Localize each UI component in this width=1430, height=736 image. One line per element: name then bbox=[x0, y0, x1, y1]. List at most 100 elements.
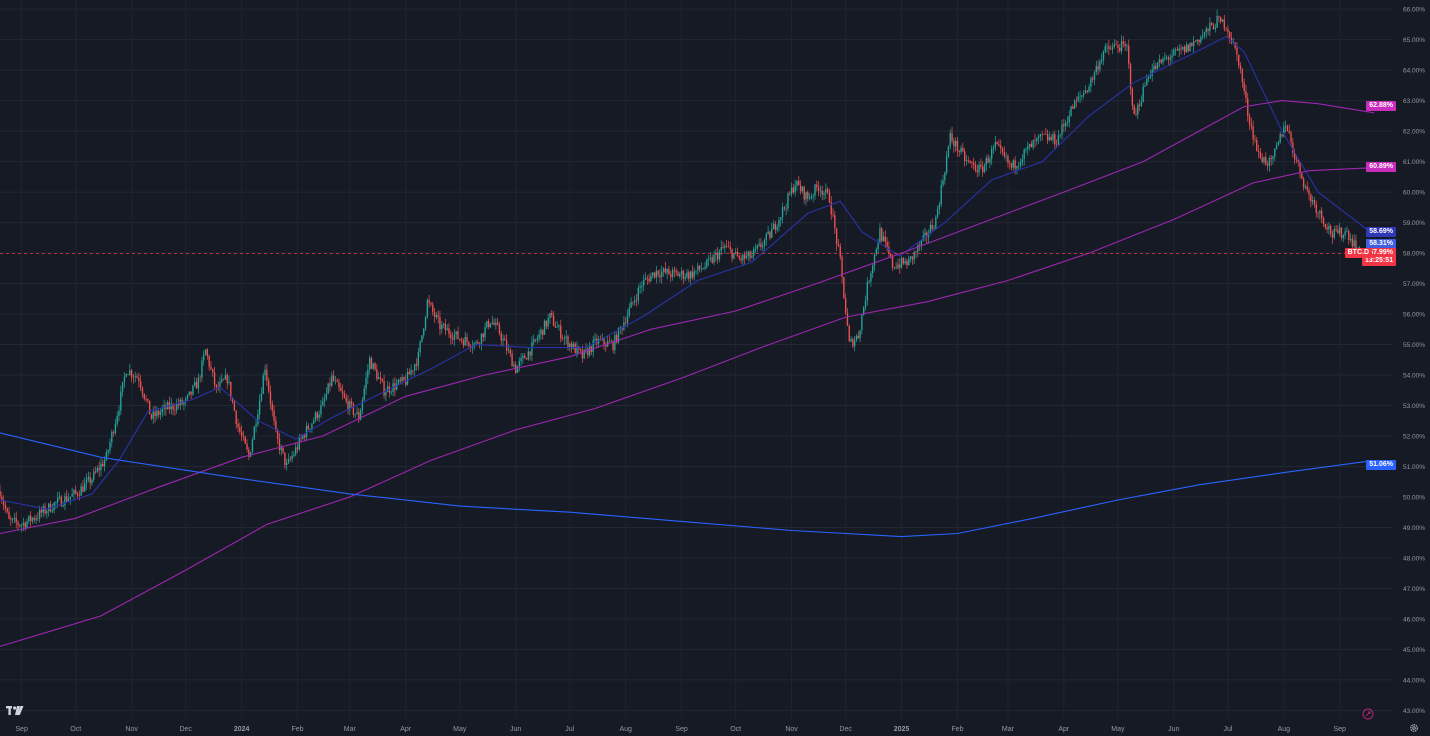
candle bbox=[518, 357, 520, 372]
tradingview-logo-icon[interactable] bbox=[6, 705, 26, 717]
candle bbox=[1129, 62, 1132, 95]
candle bbox=[762, 241, 764, 252]
candle bbox=[350, 397, 353, 409]
candle bbox=[13, 513, 16, 523]
candle bbox=[872, 262, 874, 278]
candle bbox=[143, 393, 145, 401]
candle bbox=[906, 258, 908, 269]
candle bbox=[412, 369, 414, 375]
candle bbox=[817, 181, 820, 197]
candle bbox=[1292, 138, 1294, 158]
candle bbox=[1167, 55, 1170, 66]
candle bbox=[280, 444, 282, 456]
candle bbox=[583, 349, 585, 360]
candle bbox=[363, 385, 365, 403]
moving-average-lines bbox=[0, 35, 1375, 647]
candle bbox=[446, 324, 448, 331]
candle bbox=[1277, 140, 1280, 146]
candle bbox=[1140, 95, 1143, 107]
candle bbox=[233, 400, 236, 412]
candle bbox=[1313, 197, 1316, 208]
gear-icon[interactable] bbox=[1409, 723, 1419, 733]
candle bbox=[776, 224, 778, 233]
candle bbox=[1046, 129, 1049, 145]
candle bbox=[881, 227, 883, 243]
candle bbox=[432, 301, 434, 316]
candle bbox=[960, 145, 962, 155]
candle bbox=[493, 318, 495, 326]
candle bbox=[1320, 207, 1323, 223]
candle bbox=[1225, 27, 1227, 32]
candle bbox=[796, 180, 798, 191]
candle bbox=[688, 269, 690, 283]
candle bbox=[176, 398, 178, 414]
candle bbox=[1243, 78, 1245, 95]
candle bbox=[1302, 176, 1305, 191]
candle bbox=[684, 273, 686, 282]
candle bbox=[1115, 40, 1117, 46]
x-tick-label: Oct bbox=[70, 726, 81, 733]
candle bbox=[103, 456, 106, 472]
time-axis[interactable]: Sep Oct Nov Dec 2024 Feb Mar Apr May Jun Jul Aug Sep… bbox=[15, 726, 1346, 733]
candle bbox=[825, 183, 827, 199]
candle bbox=[926, 230, 928, 244]
candle bbox=[1000, 139, 1002, 155]
candle bbox=[563, 335, 566, 346]
candle bbox=[965, 154, 968, 166]
candle bbox=[1012, 158, 1015, 171]
candle bbox=[1348, 229, 1350, 245]
candle bbox=[830, 196, 832, 221]
candle bbox=[742, 253, 744, 267]
y-tick-label: 50.00% bbox=[1403, 494, 1425, 501]
candle bbox=[711, 254, 713, 265]
candle bbox=[1256, 136, 1258, 152]
candle bbox=[64, 492, 66, 511]
candle bbox=[1064, 120, 1067, 132]
candle bbox=[1131, 87, 1134, 110]
y-tick-label: 61.00% bbox=[1403, 159, 1425, 166]
candle bbox=[516, 365, 519, 374]
candle bbox=[570, 340, 573, 353]
candle bbox=[33, 515, 35, 523]
candle bbox=[136, 373, 138, 379]
candle bbox=[11, 517, 14, 524]
candle bbox=[1005, 152, 1007, 162]
candle bbox=[199, 375, 201, 383]
price-axis[interactable]: 43.00% 44.00% 45.00% 46.00% 47.00% 48.00% 49.0… bbox=[1403, 7, 1425, 715]
candle bbox=[522, 352, 524, 364]
candle bbox=[724, 243, 726, 254]
candle bbox=[844, 293, 847, 315]
candle bbox=[367, 364, 369, 385]
candle bbox=[877, 238, 879, 254]
candle bbox=[980, 158, 982, 170]
candle bbox=[682, 269, 685, 285]
candle bbox=[448, 323, 450, 338]
candle bbox=[410, 364, 412, 378]
candle bbox=[758, 238, 760, 248]
candle bbox=[1156, 61, 1159, 70]
candle bbox=[1066, 116, 1069, 127]
candle bbox=[646, 275, 649, 285]
candle bbox=[1178, 44, 1180, 58]
candle bbox=[902, 257, 905, 266]
candle bbox=[632, 301, 634, 306]
candle bbox=[760, 237, 762, 251]
candle bbox=[1308, 187, 1310, 201]
candle bbox=[666, 268, 668, 280]
candle bbox=[495, 318, 497, 330]
candle bbox=[1351, 234, 1354, 249]
candle bbox=[37, 512, 39, 522]
candle bbox=[691, 265, 694, 281]
candle bbox=[886, 237, 888, 252]
candle bbox=[1137, 102, 1139, 120]
candle bbox=[1052, 131, 1054, 144]
candle bbox=[637, 284, 639, 305]
rocket-icon[interactable] bbox=[1362, 708, 1374, 720]
candle bbox=[641, 281, 643, 294]
candle bbox=[320, 400, 322, 418]
candle bbox=[341, 384, 344, 400]
candle bbox=[704, 261, 706, 271]
candle bbox=[1048, 131, 1051, 142]
candle bbox=[982, 161, 984, 177]
